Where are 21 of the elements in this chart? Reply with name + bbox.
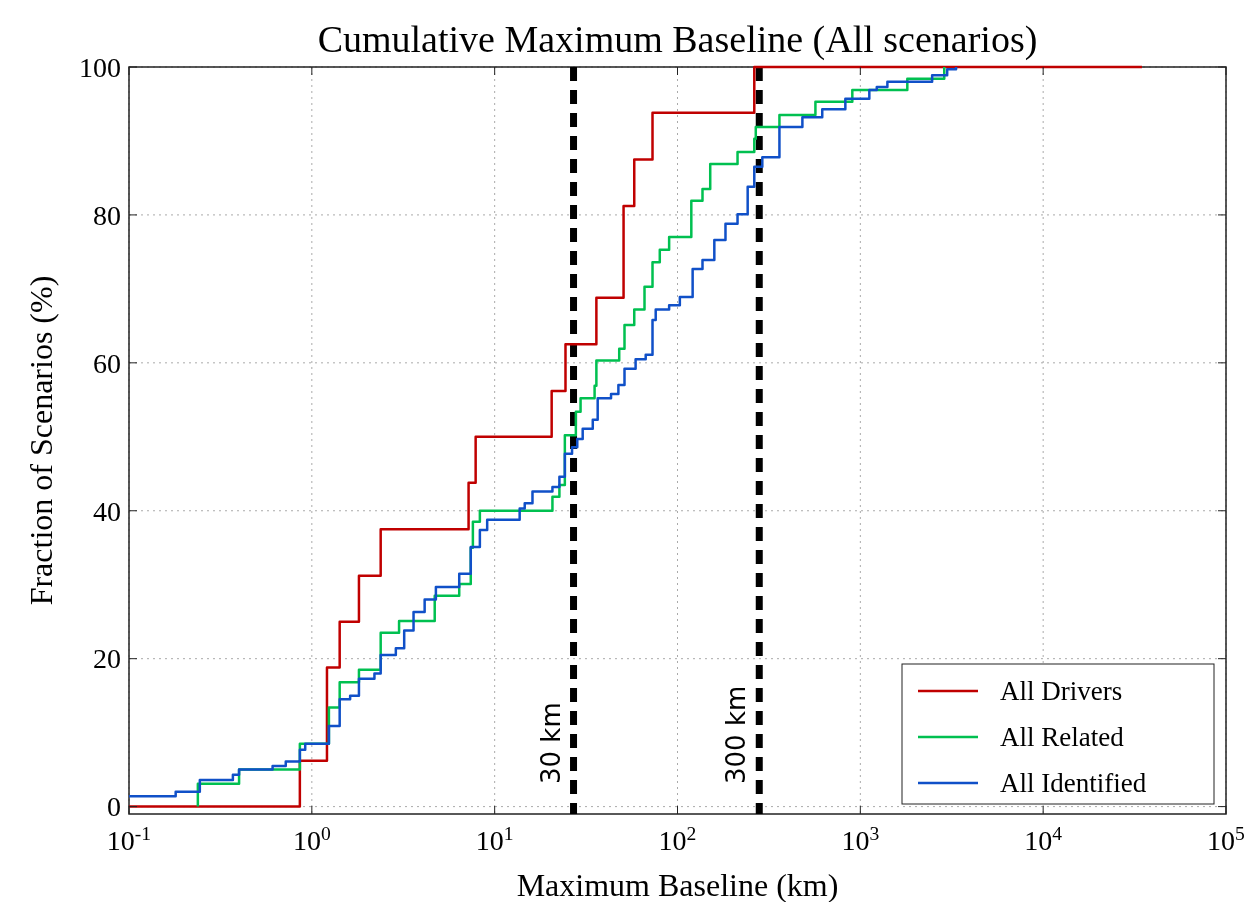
legend-label: All Drivers bbox=[1000, 676, 1123, 707]
x-tick-label: 10$^{1}$ bbox=[475, 822, 514, 856]
y-tick-label: 80 bbox=[93, 199, 121, 231]
y-axis-title: Fraction of Scenarios (%) bbox=[23, 275, 59, 606]
x-tick-label: 10$^{5}$ bbox=[1207, 822, 1246, 856]
chart-title: Cumulative Maximum Baseline (All scenarios) bbox=[317, 18, 1038, 61]
x-tick-label: 10$^{-1}$ bbox=[106, 822, 152, 856]
y-tick-label: 60 bbox=[93, 347, 121, 379]
ref-line-label: 30 km bbox=[535, 702, 566, 784]
legend-label: All Identified bbox=[1000, 768, 1147, 799]
x-tick-label: 10$^{3}$ bbox=[841, 822, 880, 856]
ref-line-label: 300 km bbox=[721, 685, 752, 784]
y-tick-label: 40 bbox=[93, 495, 121, 527]
x-tick-label: 10$^{2}$ bbox=[658, 822, 697, 856]
y-tick-label: 100 bbox=[79, 51, 121, 83]
x-axis-title: Maximum Baseline (km) bbox=[516, 867, 839, 902]
y-tick-label: 20 bbox=[93, 643, 121, 675]
x-tick-label: 10$^{4}$ bbox=[1024, 822, 1063, 856]
y-tick-label: 0 bbox=[107, 791, 121, 823]
legend-label: All Related bbox=[1000, 722, 1125, 753]
x-tick-label: 10$^{0}$ bbox=[292, 822, 331, 856]
